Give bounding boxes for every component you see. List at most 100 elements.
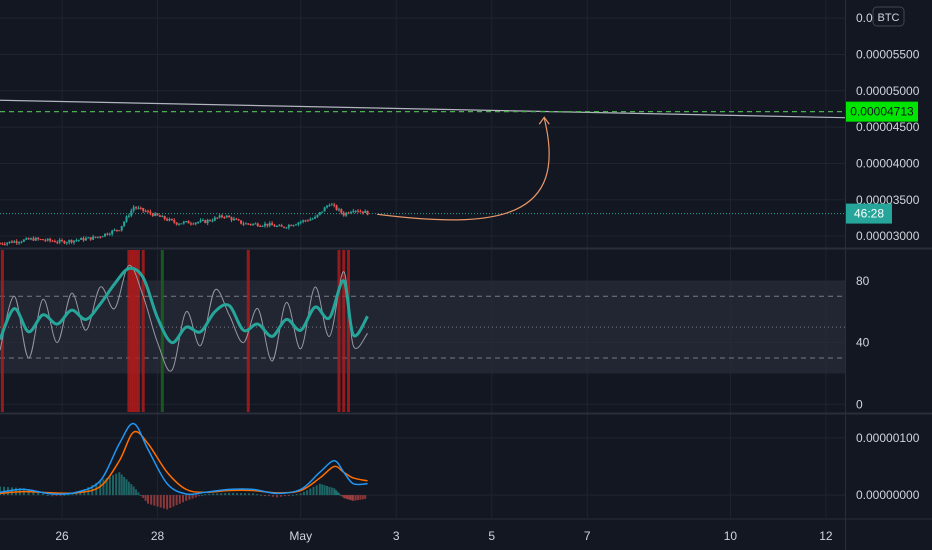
candle-body [201,220,204,222]
macd-histogram-bar [220,493,223,496]
macd-histogram-bar [271,495,274,497]
candle-body [232,218,235,221]
candle-body [287,225,290,228]
macd-histogram-bar [315,485,318,496]
macd-histogram-bar [175,495,178,506]
macd-histogram-bar [244,493,247,496]
candle-body [151,213,154,216]
candle-body [104,233,107,237]
candle-body [292,225,295,227]
candle-body [135,207,138,209]
candle-body [299,221,302,223]
candle-body [84,238,87,241]
macd-histogram-bar [240,493,243,496]
candle-body [132,207,135,211]
macd-histogram-bar [259,494,262,496]
candle-body [146,211,149,213]
candle-body [273,225,276,227]
macd-histogram-bar [41,493,44,496]
macd-histogram-bar [10,487,13,496]
candle-body [326,205,329,208]
current-price-badge-label: 46:28 [854,207,884,221]
candle-body [154,213,157,216]
macd-histogram-bar [248,493,251,496]
candle-body [366,210,369,215]
currency-button[interactable]: BTC [872,6,905,27]
candle-body [290,225,293,227]
macd-histogram-bar [130,484,133,496]
candle-body [56,242,59,244]
candle-body [216,217,219,219]
candle-body [82,237,85,241]
macd-histogram-bar [162,495,165,509]
candle-body [142,207,145,211]
macd-histogram-bar [236,493,239,496]
overbought-mark [342,250,346,412]
candle-body [92,236,95,240]
rsi-fast-line [0,264,368,372]
macd-histogram-bar [342,495,345,498]
macd-histogram-bar [55,495,58,497]
macd-histogram-bar [228,492,231,496]
price-pane[interactable] [0,99,846,246]
candle-body [77,239,80,241]
candle-body [68,240,71,243]
candle-body [99,236,102,238]
macd-histogram-bar [232,492,235,496]
candle-body [323,207,326,212]
macd-histogram-bar [224,493,227,496]
candle-body [209,220,212,222]
time-axis-tick: 10 [724,529,738,543]
rsi-pane[interactable] [0,250,845,412]
macd-histogram-bar [99,480,102,496]
time-axis-tick: 28 [151,529,165,543]
macd-histogram-bar [166,495,169,510]
candle-body [263,223,266,226]
candle-body [125,216,128,222]
candle-body [309,219,312,221]
macd-histogram-bar [67,494,70,496]
macd-histogram-bar [59,495,62,497]
candle-body [144,210,147,212]
candle-body [306,220,309,222]
candle-body [240,220,243,224]
macd-histogram-bar [150,495,153,505]
candle-body [244,223,247,225]
macd-histogram-bar [37,492,40,496]
macd-histogram-bar [279,495,282,497]
candle-body [53,241,56,243]
candle-body [266,223,269,226]
candle-body [364,210,367,213]
time-axis-tick: 7 [584,529,591,543]
candle-body [311,218,314,220]
candle-body [328,205,331,207]
candle-body [34,237,37,241]
candle-body [13,241,16,243]
candle-body [228,215,231,218]
macd-histogram-bar [302,491,305,496]
candle-body [3,243,6,245]
macd-histogram-bar [0,486,1,496]
price-axis-tick: 0.00003500 [856,193,920,207]
macd-pane[interactable] [0,422,368,510]
trend-line [0,99,846,119]
macd-histogram-bar [263,495,266,497]
projection-arrow-head [538,116,550,125]
candle-body [271,223,274,226]
candle-body [259,226,262,228]
macd-axis-tick: 0.00000100 [856,431,920,445]
candle-body [156,213,159,216]
candle-body [261,225,264,227]
candle-body [333,204,336,206]
candle-body [357,210,360,212]
time-axis-tick: 26 [55,529,69,543]
overbought-mark [127,250,131,412]
candle-body [25,238,28,240]
candle-body [127,215,130,217]
candle-body [340,209,343,213]
candle-body [318,212,321,215]
candle-body [49,238,52,241]
candle-body [347,212,350,214]
